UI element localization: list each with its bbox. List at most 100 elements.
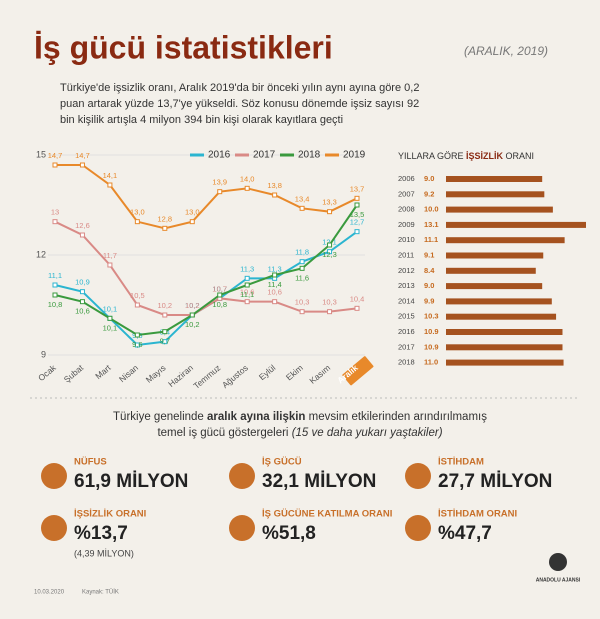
data-label: 14,7 bbox=[75, 151, 90, 160]
data-label: 10,4 bbox=[350, 294, 365, 303]
y-tick-label: 2017 bbox=[398, 342, 415, 351]
intro-line: puan artarak yüzde 13,7'ye yükseldi. Söz… bbox=[60, 98, 419, 110]
y-tick-label: 9 bbox=[41, 349, 46, 359]
x-tick-label: Ağustos bbox=[220, 363, 250, 390]
bar bbox=[446, 283, 543, 290]
data-label: 13,3 bbox=[322, 198, 337, 207]
chart-title: YILLARA GÖRE İŞSİZLİK ORANI bbox=[398, 151, 534, 161]
bar bbox=[446, 267, 536, 274]
point bbox=[52, 282, 58, 288]
point bbox=[134, 342, 140, 348]
bar bbox=[446, 313, 557, 320]
y-tick-label: 2007 bbox=[398, 189, 415, 198]
stat-icon bbox=[405, 515, 431, 541]
data-label: 11.1 bbox=[424, 235, 438, 244]
data-label: 10,5 bbox=[130, 291, 145, 300]
point bbox=[299, 205, 305, 211]
point bbox=[354, 305, 360, 311]
stat-icon bbox=[229, 463, 255, 489]
point bbox=[327, 209, 333, 215]
stat-label: İŞ GÜCÜNE KATILMA ORANI bbox=[262, 509, 392, 520]
data-label: 11,3 bbox=[240, 264, 254, 273]
point bbox=[217, 189, 223, 195]
data-label: 12,1 bbox=[322, 238, 337, 247]
y-tick-label: 2018 bbox=[398, 358, 415, 367]
logo-icon bbox=[549, 553, 567, 571]
footer-date: 10.03.2020 bbox=[34, 590, 65, 596]
stat-icon bbox=[41, 463, 67, 489]
y-tick-label: 2016 bbox=[398, 327, 415, 336]
data-label: 12,7 bbox=[350, 218, 365, 227]
point bbox=[244, 299, 250, 305]
data-label: 14,1 bbox=[103, 171, 118, 180]
data-label: 8.4 bbox=[424, 266, 435, 275]
data-label: 9.1 bbox=[424, 250, 434, 259]
data-label: 12,3 bbox=[322, 250, 337, 259]
point bbox=[299, 309, 305, 315]
data-label: 10,6 bbox=[267, 288, 282, 297]
x-tick-label: Ocak bbox=[36, 362, 58, 383]
point bbox=[272, 299, 278, 305]
data-label: 13.1 bbox=[424, 220, 439, 229]
bar bbox=[446, 221, 586, 228]
data-label: 11,1 bbox=[240, 290, 254, 299]
y-tick-label: 2014 bbox=[398, 296, 415, 305]
data-label: 10,8 bbox=[212, 300, 227, 309]
stat-icon bbox=[41, 515, 67, 541]
legend-label: 2018 bbox=[298, 150, 321, 161]
data-label: 10.9 bbox=[424, 327, 439, 336]
x-tick-label: Mart bbox=[93, 362, 113, 381]
point bbox=[299, 265, 305, 271]
text: İŞSİZLİK bbox=[466, 151, 504, 161]
line bbox=[55, 164, 358, 230]
logo-text: ANADOLU AJANSI bbox=[536, 577, 581, 583]
data-label: 11.0 bbox=[424, 358, 438, 367]
data-label: 13 bbox=[51, 208, 59, 217]
title: İş gücü istatistikleri bbox=[34, 29, 333, 65]
bar bbox=[446, 298, 552, 305]
bar bbox=[446, 191, 545, 198]
data-label: 10.0 bbox=[424, 205, 439, 214]
bar bbox=[446, 176, 543, 182]
data-label: 9,6 bbox=[132, 340, 142, 349]
point bbox=[244, 185, 250, 191]
data-label: 9.0 bbox=[424, 281, 434, 290]
x-tick-label: Nisan bbox=[117, 362, 140, 384]
data-label: 10,7 bbox=[212, 284, 227, 293]
y-tick-label: 2015 bbox=[398, 312, 415, 321]
point bbox=[299, 259, 305, 265]
x-tick-label: Mayıs bbox=[144, 363, 168, 385]
data-label: 9.2 bbox=[424, 189, 434, 198]
stat-label: İŞSİZLİK ORANI bbox=[74, 509, 146, 520]
data-label: 10,6 bbox=[75, 307, 90, 316]
stat-value: %47,7 bbox=[438, 523, 492, 544]
highlight bbox=[342, 356, 374, 386]
data-label: 9,7 bbox=[160, 337, 170, 346]
stat-value: 32,1 MİLYON bbox=[262, 471, 376, 492]
text: mevsim etkilerinden arındırılmamış bbox=[305, 411, 487, 423]
data-label: 13,4 bbox=[295, 194, 310, 203]
y-tick-label: 2006 bbox=[398, 174, 415, 183]
point bbox=[162, 329, 168, 335]
point bbox=[134, 332, 140, 338]
point bbox=[244, 282, 250, 288]
point bbox=[162, 339, 168, 345]
data-label: 10.3 bbox=[424, 312, 439, 321]
text: ORANI bbox=[503, 151, 534, 161]
point bbox=[327, 249, 333, 255]
point bbox=[272, 192, 278, 198]
summary-line: Türkiye genelinde aralık ayına ilişkin m… bbox=[113, 411, 487, 423]
text: Türkiye genelinde bbox=[113, 411, 207, 423]
point bbox=[244, 275, 250, 281]
intro-line: Türkiye'de işsizlik oranı, Aralık 2019'd… bbox=[60, 82, 419, 94]
point bbox=[134, 219, 140, 225]
text: temel iş gücü göstergeleri bbox=[157, 427, 291, 439]
point bbox=[272, 272, 278, 278]
data-label: 11,1 bbox=[48, 271, 62, 280]
y-tick-label: 2008 bbox=[398, 205, 415, 214]
data-label: 13,0 bbox=[185, 208, 200, 217]
data-label: 10,3 bbox=[322, 298, 337, 307]
bar bbox=[446, 252, 544, 259]
point bbox=[79, 162, 85, 168]
point bbox=[162, 225, 168, 231]
